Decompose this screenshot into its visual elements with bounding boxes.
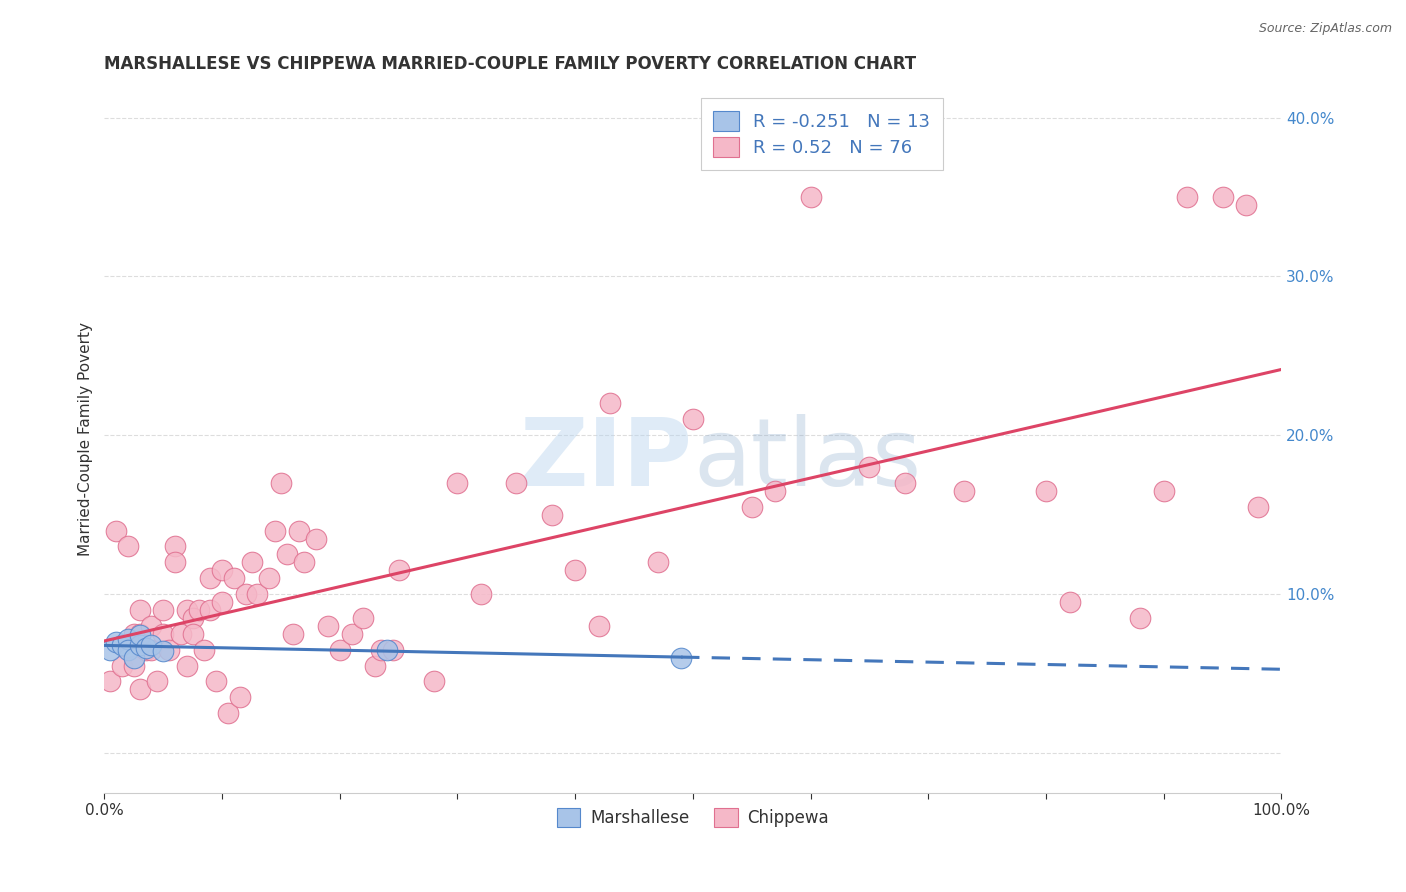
Point <box>105 524 128 538</box>
Point <box>141 638 163 652</box>
Point <box>388 563 411 577</box>
Point <box>211 563 233 577</box>
Point <box>647 555 669 569</box>
Point <box>1059 595 1081 609</box>
Point <box>257 571 280 585</box>
Point <box>200 603 222 617</box>
Point <box>370 642 392 657</box>
Point <box>1035 483 1057 498</box>
Point <box>122 650 145 665</box>
Point <box>446 475 468 490</box>
Point <box>564 563 586 577</box>
Point <box>505 475 527 490</box>
Point <box>128 628 150 642</box>
Point <box>128 603 150 617</box>
Point <box>141 619 163 633</box>
Point <box>893 475 915 490</box>
Point <box>200 571 222 585</box>
Point <box>1234 198 1257 212</box>
Point <box>105 634 128 648</box>
Point <box>176 658 198 673</box>
Point <box>135 642 157 657</box>
Point <box>235 587 257 601</box>
Point <box>163 540 186 554</box>
Point <box>152 644 174 658</box>
Point <box>340 627 363 641</box>
Point <box>229 690 252 705</box>
Point <box>128 627 150 641</box>
Point <box>135 641 157 656</box>
Point <box>117 540 139 554</box>
Point <box>316 619 339 633</box>
Point <box>270 475 292 490</box>
Point <box>117 642 139 657</box>
Point <box>111 638 134 652</box>
Point <box>193 642 215 657</box>
Point <box>381 642 404 657</box>
Point <box>952 483 974 498</box>
Point <box>163 555 186 569</box>
Point <box>352 611 374 625</box>
Point <box>205 674 228 689</box>
Point <box>669 650 692 665</box>
Point <box>364 658 387 673</box>
Point <box>682 412 704 426</box>
Point <box>1153 483 1175 498</box>
Point <box>187 603 209 617</box>
Point <box>1247 500 1270 514</box>
Point <box>157 642 180 657</box>
Point <box>1212 190 1234 204</box>
Point <box>217 706 239 721</box>
Point <box>281 627 304 641</box>
Point <box>276 548 298 562</box>
Point <box>329 642 352 657</box>
Point <box>305 532 328 546</box>
Point <box>141 642 163 657</box>
Point <box>128 682 150 697</box>
Point <box>128 638 150 652</box>
Point <box>152 603 174 617</box>
Point <box>111 658 134 673</box>
Point <box>170 627 193 641</box>
Point <box>741 500 763 514</box>
Text: MARSHALLESE VS CHIPPEWA MARRIED-COUPLE FAMILY POVERTY CORRELATION CHART: MARSHALLESE VS CHIPPEWA MARRIED-COUPLE F… <box>104 55 917 73</box>
Point <box>222 571 245 585</box>
Point <box>540 508 562 522</box>
Point <box>588 619 610 633</box>
Point <box>763 483 786 498</box>
Point <box>1175 190 1198 204</box>
Point <box>264 524 287 538</box>
Point <box>176 603 198 617</box>
Point <box>1129 611 1152 625</box>
Point <box>98 642 121 657</box>
Text: atlas: atlas <box>693 415 921 507</box>
Point <box>800 190 823 204</box>
Point <box>98 674 121 689</box>
Point <box>246 587 269 601</box>
Point <box>211 595 233 609</box>
Point <box>181 611 204 625</box>
Point <box>858 460 880 475</box>
Text: Source: ZipAtlas.com: Source: ZipAtlas.com <box>1258 22 1392 36</box>
Point <box>470 587 492 601</box>
Y-axis label: Married-Couple Family Poverty: Married-Couple Family Poverty <box>79 322 93 557</box>
Point <box>152 627 174 641</box>
Point <box>146 674 169 689</box>
Point <box>122 627 145 641</box>
Point <box>240 555 263 569</box>
Legend: Marshallese, Chippewa: Marshallese, Chippewa <box>550 802 835 834</box>
Point <box>375 642 398 657</box>
Point <box>294 555 316 569</box>
Point <box>117 632 139 646</box>
Point <box>122 658 145 673</box>
Text: ZIP: ZIP <box>520 415 693 507</box>
Point <box>287 524 309 538</box>
Point <box>181 627 204 641</box>
Point <box>423 674 446 689</box>
Point <box>599 396 621 410</box>
